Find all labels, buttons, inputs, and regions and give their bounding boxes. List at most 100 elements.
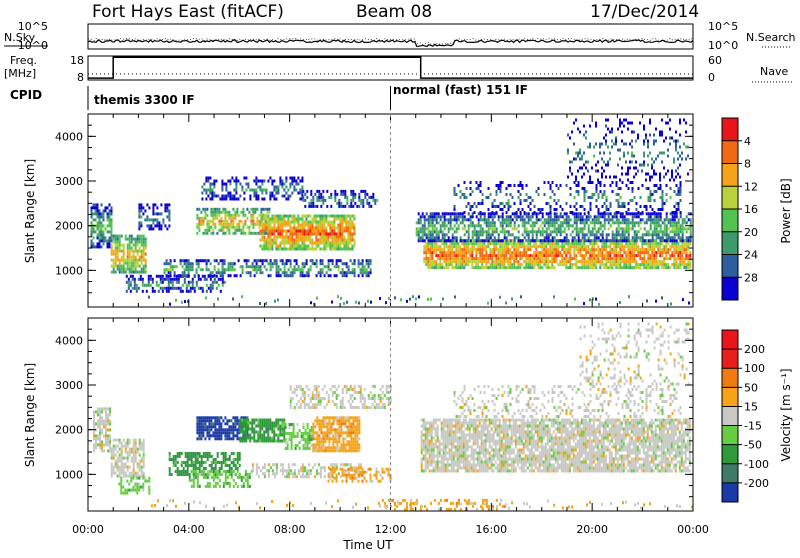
- range-gate-cell: [648, 218, 650, 221]
- range-gate-cell: [470, 205, 472, 208]
- range-gate-cell: [322, 202, 324, 205]
- range-gate-cell: [95, 230, 97, 233]
- range-gate-cell: [309, 242, 311, 245]
- range-gate-cell: [107, 215, 109, 218]
- range-gate-cell: [324, 199, 326, 202]
- range-gate-cell: [343, 221, 345, 224]
- range-gate-cell: [630, 221, 632, 224]
- range-gate-cell: [510, 239, 512, 242]
- range-gate-cell: [222, 281, 224, 284]
- range-gate-cell: [296, 268, 298, 271]
- range-gate-cell: [297, 239, 299, 242]
- range-gate-cell: [661, 161, 663, 164]
- range-gate-cell: [563, 251, 565, 254]
- range-gate-cell: [276, 274, 278, 277]
- range-gate-cell: [265, 245, 267, 248]
- range-gate-cell: [206, 278, 208, 281]
- range-gate-cell: [455, 245, 457, 248]
- range-gate-cell: [506, 218, 508, 221]
- range-gate-cell: [137, 235, 139, 238]
- range-gate-cell: [297, 233, 299, 236]
- range-gate-cell: [535, 254, 537, 257]
- range-gate-cell: [218, 220, 220, 223]
- range-gate-cell: [337, 236, 339, 239]
- range-gate-cell: [587, 263, 589, 266]
- range-gate-cell: [497, 266, 499, 269]
- range-gate-cell: [674, 215, 676, 218]
- range-gate-cell: [154, 203, 156, 206]
- range-gate-cell: [542, 230, 544, 233]
- range-gate-cell: [567, 251, 569, 254]
- range-gate-cell: [467, 248, 469, 251]
- range-gate-cell: [109, 440, 111, 443]
- range-gate-cell: [148, 492, 150, 495]
- range-gate-cell: [133, 460, 135, 463]
- range-gate-cell: [503, 251, 505, 254]
- range-gate-cell: [277, 236, 279, 239]
- range-gate-cell: [131, 262, 133, 265]
- range-gate-cell: [349, 218, 351, 221]
- range-gate-cell: [579, 242, 581, 245]
- range-gate-cell: [297, 183, 299, 186]
- range-gate-cell: [279, 180, 281, 183]
- range-gate-cell: [293, 239, 295, 242]
- range-gate-cell: [248, 259, 250, 262]
- range-gate-cell: [271, 218, 273, 221]
- range-gate-cell: [547, 257, 549, 260]
- range-gate-cell: [428, 239, 430, 242]
- range-gate-cell: [515, 245, 517, 248]
- range-gate-cell: [107, 428, 109, 431]
- range-gate-cell: [281, 224, 283, 227]
- range-gate-cell: [196, 425, 198, 428]
- range-gate-cell: [676, 230, 678, 233]
- range-gate-cell: [653, 140, 655, 143]
- range-gate-cell: [623, 260, 625, 263]
- range-gate-cell: [457, 251, 459, 254]
- range-gate-cell: [148, 227, 150, 230]
- range-gate-cell: [550, 208, 552, 211]
- range-gate-cell: [305, 245, 307, 248]
- range-gate-cell: [507, 260, 509, 263]
- range-gate-cell: [305, 215, 307, 218]
- range-gate-cell: [137, 448, 139, 451]
- range-gate-cell: [123, 256, 125, 259]
- range-gate-cell: [125, 466, 127, 469]
- range-gate-cell: [482, 193, 484, 196]
- range-gate-cell: [299, 180, 301, 183]
- range-gate-cell: [286, 271, 288, 274]
- range-gate-cell: [353, 218, 355, 221]
- range-gate-cell: [588, 230, 590, 233]
- range-gate-cell: [279, 236, 281, 239]
- range-gate-cell: [366, 199, 368, 202]
- range-gate-cell: [432, 227, 434, 230]
- range-gate-cell: [673, 245, 675, 248]
- range-gate-cell: [444, 224, 446, 227]
- range-gate-cell: [213, 183, 215, 186]
- range-gate-cell: [572, 239, 574, 242]
- range-gate-cell: [445, 263, 447, 266]
- range-gate-cell: [662, 199, 664, 202]
- range-gate-cell: [629, 248, 631, 251]
- range-gate-cell: [120, 486, 122, 489]
- range-gate-cell: [301, 224, 303, 227]
- range-gate-cell: [342, 271, 344, 274]
- range-gate-cell: [119, 259, 121, 262]
- range-gate-cell: [229, 180, 231, 183]
- range-gate-cell: [271, 248, 273, 251]
- range-gate-cell: [281, 233, 283, 236]
- range-gate-cell: [240, 229, 242, 232]
- range-gate-cell: [533, 245, 535, 248]
- range-gate-cell: [420, 230, 422, 233]
- range-gate-cell: [125, 451, 127, 454]
- range-gate-cell: [275, 242, 277, 245]
- range-gate-cell: [544, 239, 546, 242]
- range-gate-cell: [647, 257, 649, 260]
- range-gate-cell: [518, 190, 520, 193]
- range-gate-cell: [271, 227, 273, 230]
- range-gate-cell: [434, 236, 436, 239]
- range-gate-cell: [285, 239, 287, 242]
- range-gate-cell: [263, 242, 265, 245]
- range-gate-cell: [481, 263, 483, 266]
- range-gate-cell: [532, 212, 534, 215]
- range-gate-cell: [609, 263, 611, 266]
